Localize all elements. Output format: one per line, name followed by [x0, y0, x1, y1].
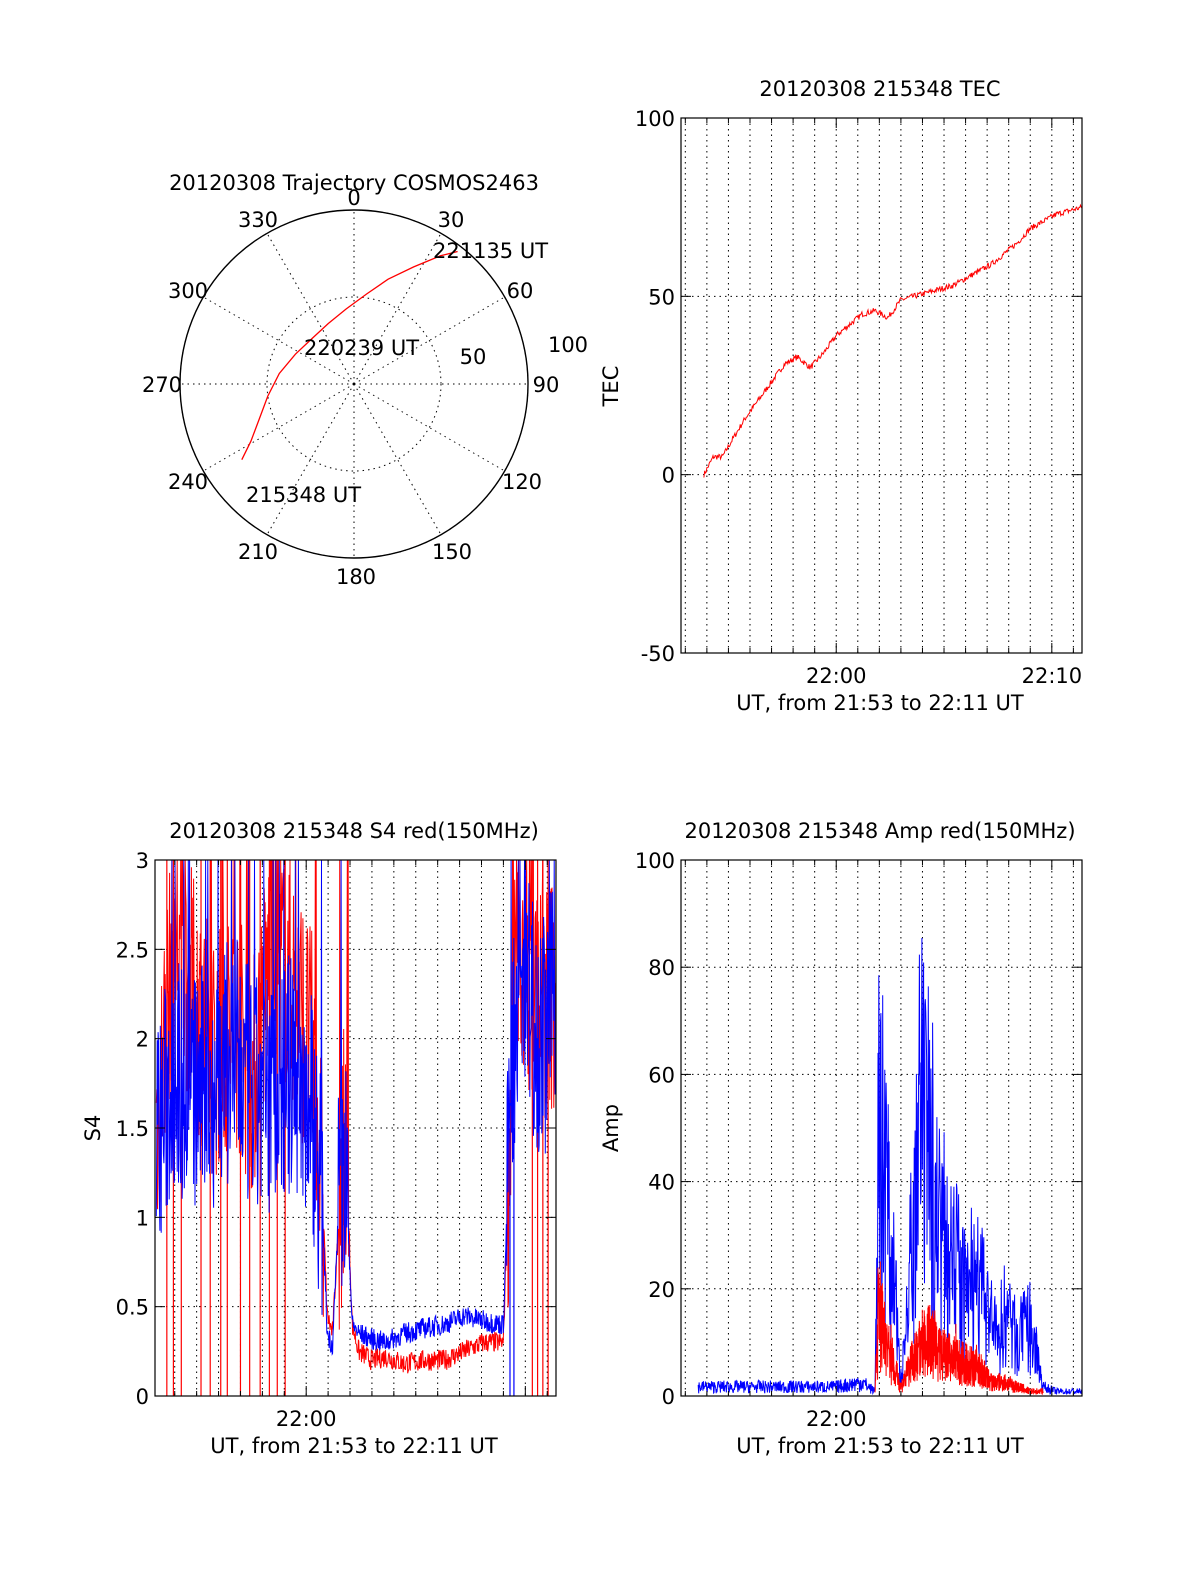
s4-ytick-label: 0	[136, 1385, 149, 1409]
tec-ticks	[681, 117, 1082, 654]
amp-plot: 20120308 215348 Amp red(150MHz) Amp UT, …	[599, 819, 1083, 1458]
series-s4-blue	[155, 859, 557, 1396]
series-line	[703, 203, 1083, 478]
azimuth-spoke	[353, 383, 442, 535]
azimuth-spoke	[353, 233, 442, 385]
tec-ytick-label: 0	[662, 464, 675, 488]
az-label-60: 60	[507, 279, 534, 303]
azimuth-spoke	[353, 296, 505, 385]
amp-ytick-label: 0	[662, 1385, 675, 1409]
amp-title: 20120308 215348 Amp red(150MHz)	[684, 819, 1075, 843]
tec-ylabel: TEC	[599, 366, 623, 408]
az-label-180: 180	[336, 565, 376, 589]
tec-grid	[681, 118, 1082, 653]
amp-ylabel: Amp	[599, 1104, 623, 1152]
s4-series	[155, 859, 557, 1396]
az-label-150: 150	[432, 540, 472, 564]
s4-ytick-label: 3	[136, 849, 149, 873]
trajectory-title: 20120308 Trajectory COSMOS2463	[169, 171, 539, 195]
trajectory-grid	[179, 209, 529, 559]
ring-label-50: 50	[460, 345, 487, 369]
s4-xtick-labels: 22:00	[276, 1407, 337, 1431]
tec-xtick-label: 22:10	[1022, 664, 1083, 688]
amp-xlabel: UT, from 21:53 to 22:11 UT	[736, 1434, 1024, 1458]
azimuth-spoke	[203, 296, 355, 385]
horizon-circle	[179, 209, 529, 559]
amp-xtick-labels: 22:00	[806, 1407, 867, 1431]
az-label-30: 30	[438, 208, 465, 232]
s4-ytick-label: 2	[136, 1028, 149, 1052]
tec-xtick-labels: 22:00 22:10	[806, 664, 1082, 688]
tec-title: 20120308 215348 TEC	[759, 77, 1000, 101]
series-tec	[703, 203, 1083, 478]
trajectory-line	[241, 250, 458, 460]
s4-ytick-label: 2.5	[116, 938, 149, 962]
az-label-210: 210	[238, 540, 278, 564]
s4-title: 20120308 215348 S4 red(150MHz)	[169, 819, 539, 843]
az-label-120: 120	[502, 470, 542, 494]
s4-plot: 20120308 215348 S4 red(150MHz) S4 UT, fr…	[81, 819, 557, 1458]
tec-ytick-labels: 100 50 0 -50	[635, 107, 675, 666]
azimuth-spoke	[203, 383, 355, 472]
amp-xtick-label: 22:00	[806, 1407, 867, 1431]
tec-ytick-label: 100	[635, 107, 675, 131]
tec-xtick-label: 22:00	[806, 664, 867, 688]
az-label-0: 0	[347, 186, 360, 210]
series-amp-red	[874, 1261, 1044, 1396]
ring-label-100: 100	[548, 333, 588, 357]
amp-ytick-label: 60	[648, 1063, 675, 1087]
amp-ytick-label: 80	[648, 956, 675, 980]
s4-ticks	[155, 859, 556, 1397]
amp-ytick-labels: 100 80 60 40 20 0	[635, 849, 675, 1409]
az-label-240: 240	[168, 470, 208, 494]
tec-frame	[680, 117, 1083, 654]
tec-series	[703, 203, 1083, 478]
amp-ytick-label: 100	[635, 849, 675, 873]
az-label-330: 330	[238, 208, 278, 232]
amp-series	[697, 937, 1083, 1396]
s4-ytick-label: 1	[136, 1206, 149, 1230]
amp-ticks	[681, 859, 1082, 1397]
azimuth-spoke	[266, 233, 355, 385]
azimuth-spokes	[180, 210, 528, 558]
s4-ytick-label: 1.5	[116, 1117, 149, 1141]
az-label-300: 300	[168, 279, 208, 303]
az-label-90: 90	[533, 373, 560, 397]
elevation-ring-60	[266, 296, 442, 472]
series-line	[874, 1261, 1044, 1396]
amp-ytick-label: 40	[648, 1171, 675, 1195]
series-line	[155, 859, 557, 1356]
tec-plot: 20120308 215348 TEC TEC UT, from 21:53 t…	[599, 77, 1083, 715]
s4-ytick-label: 0.5	[116, 1296, 149, 1320]
tec-ytick-label: -50	[641, 642, 675, 666]
s4-xlabel: UT, from 21:53 to 22:11 UT	[210, 1434, 498, 1458]
tec-xlabel: UT, from 21:53 to 22:11 UT	[736, 691, 1024, 715]
azimuth-labels: 0 30 60 90 120 150 180 210 240 270 300 3…	[142, 186, 559, 589]
azimuth-spoke	[266, 383, 355, 535]
annotation-mid-time: 220239 UT	[304, 336, 419, 360]
s4-ytick-labels: 3 2.5 2 1.5 1 0.5 0	[116, 849, 149, 1409]
azimuth-spoke	[353, 383, 505, 472]
trajectory-track	[241, 250, 458, 460]
amp-ytick-label: 20	[648, 1278, 675, 1302]
annotation-end-time: 221135 UT	[433, 239, 548, 263]
s4-ylabel: S4	[81, 1115, 105, 1142]
amp-frame	[680, 859, 1083, 1397]
s4-xtick-label: 22:00	[276, 1407, 337, 1431]
series-line	[697, 937, 1083, 1396]
az-label-270: 270	[142, 373, 182, 397]
series-amp-blue	[697, 937, 1083, 1396]
tec-ytick-label: 50	[648, 285, 675, 309]
trajectory-plot: 20120308 Trajectory COSMOS2463 0 30 60 9…	[142, 171, 588, 589]
annotation-start-time: 215348 UT	[246, 483, 361, 507]
